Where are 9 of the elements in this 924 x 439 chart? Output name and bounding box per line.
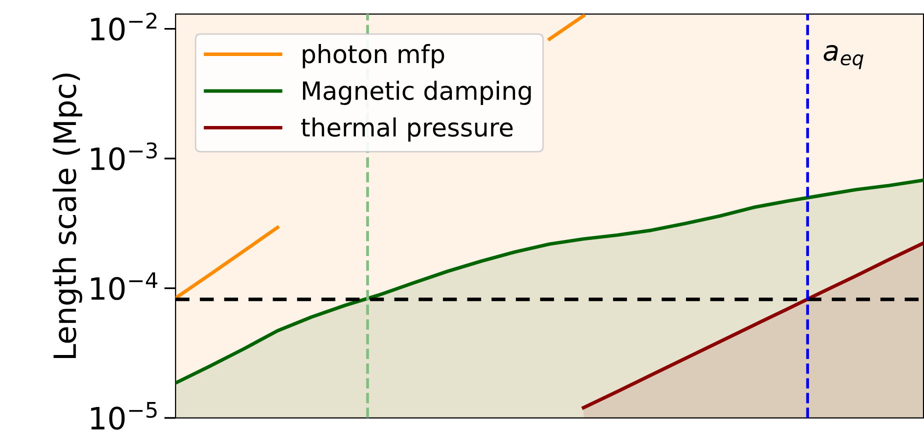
y-tick-label: 10$^{−3}$	[91, 142, 157, 170]
y-axis-title: Length scale (Mpc)	[52, 74, 82, 358]
annotation: a$_{eq}$	[824, 45, 864, 70]
legend-label: thermal pressure	[301, 117, 513, 142]
legend-label: Magnetic damping	[303, 80, 531, 105]
y-tick-label: 10$^{−2}$	[91, 12, 156, 41]
legend-label: photon mfp	[302, 44, 444, 68]
y-tick-label: 10$^{−4}$	[91, 272, 158, 300]
y-tick-label: 10$^{−5}$	[91, 402, 157, 430]
